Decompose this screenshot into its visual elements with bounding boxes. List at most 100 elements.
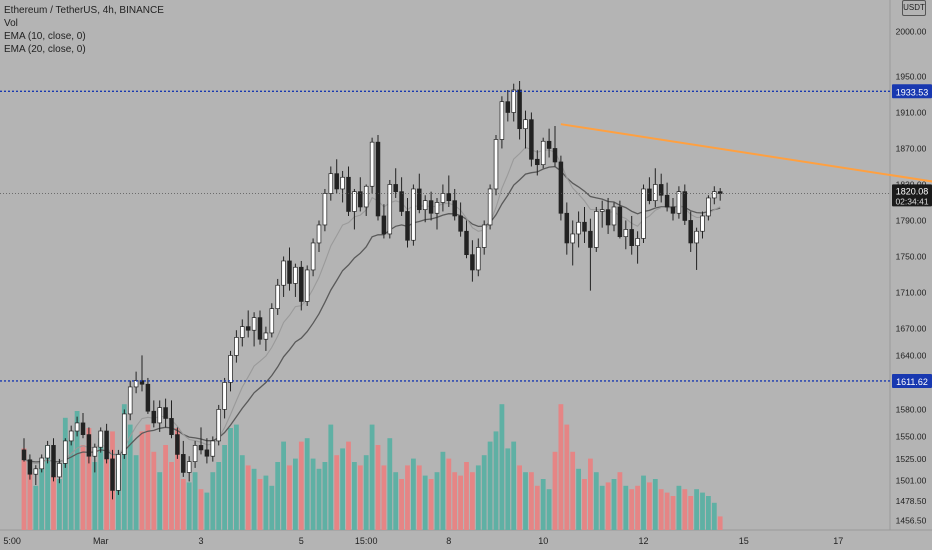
candle-body — [216, 409, 221, 442]
candle-body — [204, 449, 210, 457]
volume-bar — [635, 485, 640, 530]
time-tick-label: 8 — [446, 536, 451, 546]
candle-body — [452, 200, 457, 217]
volume-bar — [387, 438, 393, 530]
candle-body — [670, 206, 676, 214]
candle-body — [169, 418, 174, 435]
volume-bar — [446, 458, 452, 530]
legend-ema-10: EMA (10, close, 0) — [4, 31, 86, 42]
candle-body — [122, 413, 127, 455]
candle-body — [611, 206, 617, 226]
candle-body — [80, 422, 86, 435]
volume-bar — [694, 489, 699, 530]
candle-body — [653, 184, 658, 202]
candle-body — [623, 229, 629, 238]
volume-bar — [499, 404, 505, 530]
level-price-label: 1611.62 — [896, 377, 928, 387]
volume-bar — [558, 404, 564, 530]
volume-bar — [381, 465, 387, 530]
candle-body — [346, 176, 351, 212]
candle-body — [629, 229, 634, 247]
volume-bar — [700, 492, 705, 530]
candle-body — [45, 445, 50, 459]
candle-body — [198, 445, 204, 451]
volume-bar — [98, 438, 104, 530]
volume-bar — [68, 438, 74, 530]
candle-body — [529, 119, 534, 160]
volume-bar — [593, 472, 599, 530]
volume-bar — [121, 404, 127, 530]
candle-body — [269, 308, 275, 334]
volume-bar — [529, 472, 534, 530]
candle-body — [576, 221, 581, 235]
candle-body — [393, 184, 398, 193]
candle-body — [251, 317, 257, 331]
candle-body — [570, 233, 575, 244]
candle-body — [222, 382, 227, 410]
time-tick-label: 5 — [299, 536, 304, 546]
volume-bar — [304, 438, 310, 530]
candle-body — [712, 191, 717, 199]
candle-body — [39, 457, 44, 470]
volume-bar — [717, 516, 723, 530]
volume-bar — [517, 465, 522, 530]
volume-bar — [505, 448, 511, 530]
candle-body — [328, 173, 334, 194]
candle-body — [476, 247, 481, 271]
volume-bar — [676, 485, 682, 530]
time-tick-label: Mar — [93, 536, 109, 546]
volume-bar — [310, 458, 316, 530]
volume-bar — [157, 472, 163, 530]
time-tick-label: 3 — [198, 536, 203, 546]
candle-body — [375, 141, 381, 217]
candle-body — [428, 200, 434, 214]
volume-bar — [74, 411, 80, 530]
currency-unit-button[interactable]: USDT — [902, 0, 926, 16]
volume-bar — [245, 465, 251, 530]
volume-bar — [228, 428, 233, 530]
resistance-trendline[interactable] — [560, 123, 932, 201]
candle-body — [175, 434, 180, 455]
candle-body — [316, 224, 322, 244]
volume-bar — [511, 441, 517, 530]
volume-bar — [210, 472, 216, 530]
candle-body — [605, 209, 611, 226]
candle-body — [369, 141, 375, 187]
time-tick-label: 15 — [739, 536, 749, 546]
volume-bar — [39, 462, 45, 530]
volume-bar — [316, 468, 322, 530]
candle-body — [334, 173, 339, 190]
volume-bar — [192, 472, 198, 530]
volume-bar — [711, 502, 717, 530]
candle-body — [594, 211, 599, 248]
time-tick-label: 10 — [538, 536, 548, 546]
candle-body — [564, 212, 570, 244]
volume-bar — [222, 445, 227, 530]
candle-body — [299, 266, 304, 302]
price-tick-label: 1790.00 — [896, 215, 927, 225]
candle-body — [558, 161, 564, 214]
price-tick-label: 1670.00 — [896, 323, 927, 333]
price-tick-label: 1750.00 — [896, 251, 927, 261]
volume-bar — [458, 475, 463, 530]
volume-bar — [104, 458, 109, 530]
price-tick-label: 1525.00 — [896, 454, 927, 464]
candle-body — [57, 463, 62, 478]
volume-bar — [287, 465, 292, 530]
price-tick-label: 1910.00 — [896, 107, 927, 117]
candle-body — [157, 407, 162, 424]
candle-body — [98, 430, 103, 448]
volume-bar — [647, 482, 652, 530]
currency-unit-bottom: USDT — [903, 3, 925, 12]
volume-bar — [334, 455, 340, 530]
volume-bar — [599, 485, 605, 530]
volume-bar — [92, 462, 98, 530]
candle-body — [310, 242, 316, 271]
volume-bar — [576, 468, 581, 530]
candle-body — [352, 191, 357, 212]
candle-body — [582, 221, 587, 232]
time-tick-label: 12 — [638, 536, 648, 546]
volume-bar — [322, 462, 328, 530]
candle-body — [676, 191, 682, 214]
